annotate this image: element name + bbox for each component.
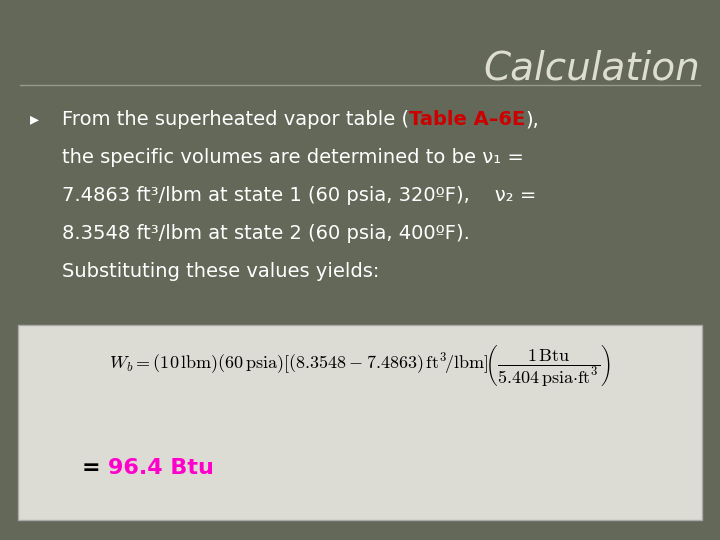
Text: Substituting these values yields:: Substituting these values yields: bbox=[62, 262, 379, 281]
Text: 8.3548 ft³/lbm at state 2 (60 psia, 400ºF).: 8.3548 ft³/lbm at state 2 (60 psia, 400º… bbox=[62, 224, 470, 243]
Text: =: = bbox=[82, 458, 109, 478]
Text: $W_b = (10\,\mathrm{lbm})(60\,\mathrm{psia})[(8.3548 - 7.4863)\,\mathrm{ft^3\!/l: $W_b = (10\,\mathrm{lbm})(60\,\mathrm{ps… bbox=[109, 343, 611, 388]
Text: Table A–6E: Table A–6E bbox=[409, 110, 526, 129]
Text: From the superheated vapor table (: From the superheated vapor table ( bbox=[62, 110, 409, 129]
Text: 96.4 Btu: 96.4 Btu bbox=[109, 458, 215, 478]
Text: Calculation: Calculation bbox=[483, 50, 700, 88]
Text: ),: ), bbox=[526, 110, 539, 129]
FancyBboxPatch shape bbox=[18, 325, 702, 520]
Text: 7.4863 ft³/lbm at state 1 (60 psia, 320ºF),    ν₂ =: 7.4863 ft³/lbm at state 1 (60 psia, 320º… bbox=[62, 186, 536, 205]
Text: the specific volumes are determined to be ν₁ =: the specific volumes are determined to b… bbox=[62, 148, 524, 167]
Text: ▸: ▸ bbox=[30, 110, 39, 128]
